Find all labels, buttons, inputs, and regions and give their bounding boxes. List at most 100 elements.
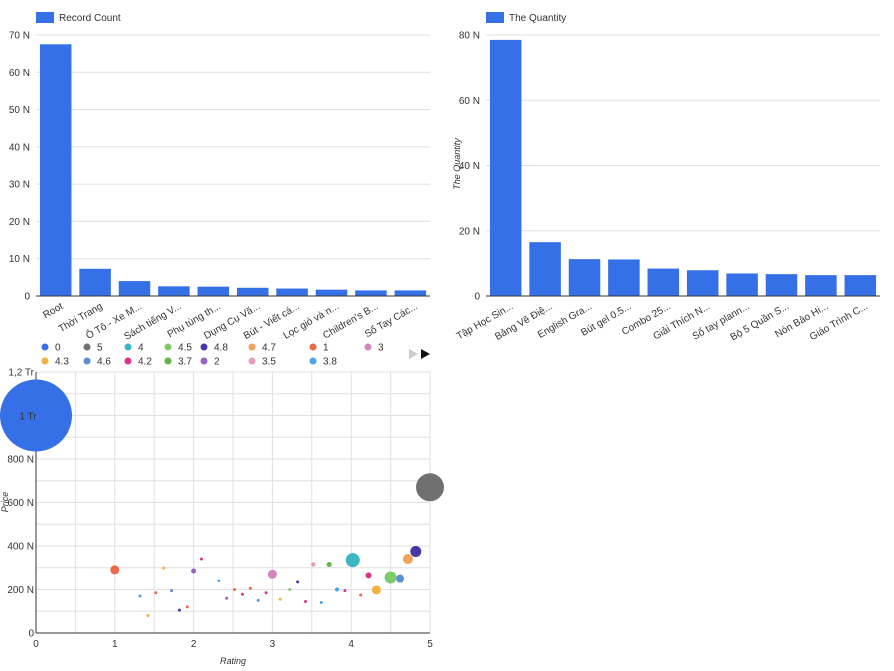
legend-item[interactable]: 1 <box>309 343 330 354</box>
legend-next-page-icon[interactable] <box>421 349 430 359</box>
bubble-point[interactable] <box>365 572 372 579</box>
x-tick-label: 1 <box>112 639 118 650</box>
legend-item[interactable]: 4 <box>124 343 145 354</box>
bar[interactable] <box>118 281 151 296</box>
bar[interactable] <box>236 287 269 296</box>
bubble-point[interactable] <box>256 598 260 602</box>
bubble-point[interactable] <box>267 569 277 579</box>
bubble-point[interactable] <box>225 596 229 600</box>
y-tick-label: 60 N <box>9 68 30 79</box>
y-tick-label: 20 N <box>459 226 480 237</box>
bubble-point[interactable] <box>345 553 360 568</box>
bar[interactable] <box>489 39 522 297</box>
bubble-point[interactable] <box>311 562 316 567</box>
rating-price-bubble-chart: 0 5 4 4.5 4.8 4.7 1 3 4.3 4.6 4.2 3.7 2 3.5 3.8 Rating… <box>0 343 444 666</box>
y-tick-label: 400 N <box>7 542 34 553</box>
legend-item[interactable]: 2 <box>200 357 221 368</box>
legend-item[interactable]: 3.7 <box>164 357 193 368</box>
bubble-point[interactable] <box>199 557 203 561</box>
bubble-point[interactable] <box>319 601 323 605</box>
y-tick-label: 40 N <box>9 142 30 153</box>
bubble-point[interactable] <box>402 554 413 565</box>
legend-item[interactable]: 4.2 <box>124 357 153 368</box>
bar[interactable] <box>686 270 719 296</box>
legend-item[interactable]: 3.8 <box>309 357 338 368</box>
legend-dot <box>41 343 49 351</box>
legend-prev-page-icon[interactable] <box>409 349 418 359</box>
bar[interactable] <box>39 44 72 297</box>
y-tick-label: 0 <box>28 629 34 640</box>
bubble-point[interactable] <box>410 545 422 557</box>
legend-item[interactable]: 4.5 <box>164 343 193 354</box>
bubble-point[interactable] <box>185 605 189 609</box>
bubble-point[interactable] <box>138 594 142 598</box>
bar[interactable] <box>726 273 758 296</box>
legend-item[interactable]: 4.8 <box>200 343 229 354</box>
bar[interactable] <box>394 290 427 296</box>
bar[interactable] <box>608 259 640 296</box>
legend-item[interactable]: 4.6 <box>83 357 112 368</box>
bar[interactable] <box>529 242 561 296</box>
bubble-point[interactable] <box>396 574 405 583</box>
legend-label: 4.5 <box>178 343 192 354</box>
bubble-point[interactable] <box>177 608 181 612</box>
bubble-point[interactable] <box>326 561 332 567</box>
bubble-point[interactable] <box>191 568 197 574</box>
bubble-point[interactable] <box>278 597 282 601</box>
legend-label: 0 <box>55 343 61 354</box>
bubble-point[interactable] <box>416 473 444 502</box>
bar[interactable] <box>197 286 230 296</box>
bubble-point[interactable] <box>359 593 363 597</box>
bubble-point[interactable] <box>110 565 120 575</box>
bubble-point[interactable] <box>240 592 244 596</box>
bar[interactable] <box>844 275 877 296</box>
legend-dot <box>248 357 256 365</box>
bubble-point[interactable] <box>146 614 150 618</box>
legend-item[interactable]: 4.7 <box>248 343 277 354</box>
bar[interactable] <box>79 268 111 296</box>
y-tick-label: 60 N <box>459 96 480 107</box>
y-tick-label: 30 N <box>9 180 30 191</box>
bubble-point[interactable] <box>170 589 174 593</box>
record-count-bar-chart: Record Count 0 10 N 20 N 30 N 40 N 50 N 60 N 70… <box>9 12 430 343</box>
bar[interactable] <box>805 275 837 296</box>
bubble-point[interactable] <box>335 587 340 592</box>
bar[interactable] <box>158 286 190 296</box>
legend-dot <box>248 343 256 351</box>
bubble-point[interactable] <box>264 591 268 595</box>
bubble-point[interactable] <box>384 571 397 584</box>
bar[interactable] <box>355 290 387 296</box>
legend-dot <box>164 357 172 365</box>
bubble-point[interactable] <box>154 591 158 595</box>
bar[interactable] <box>315 289 348 296</box>
y-tick-label: 600 N <box>7 498 34 509</box>
legend-item[interactable]: 5 <box>83 343 104 354</box>
legend-item[interactable]: 4.3 <box>41 357 70 368</box>
legend-label: 3 <box>378 343 384 354</box>
bar[interactable] <box>568 259 601 296</box>
bubble-point[interactable] <box>288 588 292 591</box>
bubble-point[interactable] <box>248 586 252 590</box>
bar[interactable] <box>765 274 798 296</box>
x-tick-label: 4 <box>348 639 354 650</box>
record-count-legend-swatch <box>36 12 54 23</box>
bubble-point[interactable] <box>217 579 221 583</box>
legend-item[interactable]: 3.5 <box>248 357 277 368</box>
legend-dot <box>309 357 317 365</box>
legend-label: 4.3 <box>55 357 69 368</box>
legend-item[interactable]: 0 <box>41 343 62 354</box>
legend-dot <box>83 357 91 365</box>
legend-item[interactable]: 3 <box>364 343 385 354</box>
bubble-point[interactable] <box>162 566 166 570</box>
bar[interactable] <box>276 288 308 296</box>
bubble-point[interactable] <box>303 599 307 603</box>
y-tick-label: 1,2 Tr <box>8 368 34 379</box>
bar[interactable] <box>647 268 680 296</box>
bubble-point[interactable] <box>233 588 237 591</box>
bubble-point[interactable] <box>0 379 72 452</box>
bubble-point[interactable] <box>296 580 300 584</box>
legend-dot <box>200 357 208 365</box>
bubble-point[interactable] <box>343 589 347 593</box>
bubble-point[interactable] <box>371 585 381 595</box>
x-tick-label: 5 <box>427 639 433 650</box>
